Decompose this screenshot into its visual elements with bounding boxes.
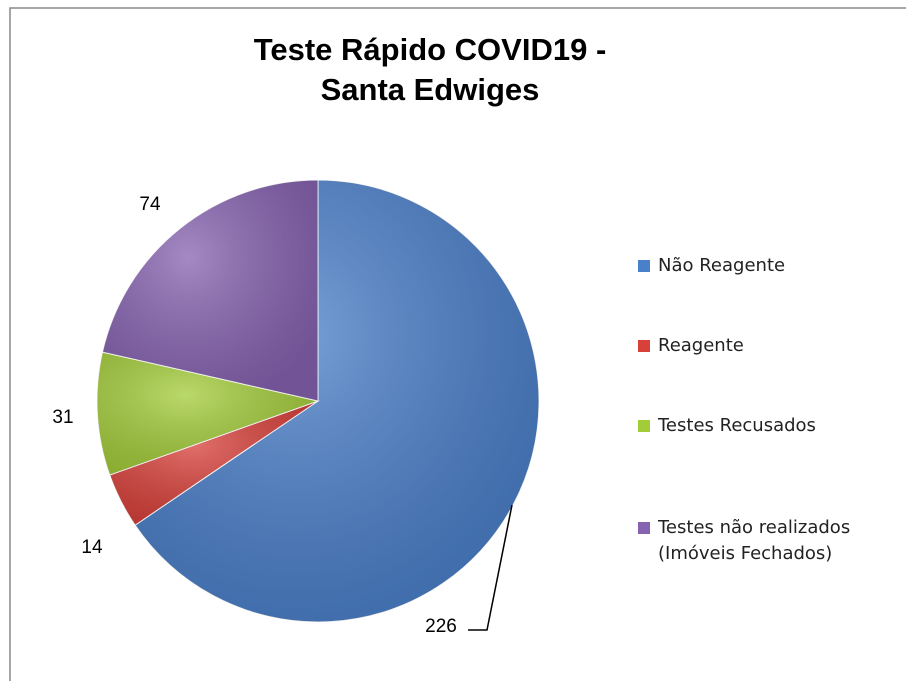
legend-item: Testes Recusados [638,413,898,439]
pie [96,179,540,623]
slice-shade [135,180,539,622]
data-label: 31 [52,407,73,428]
chart-border [9,7,906,681]
leader-line [468,504,513,631]
data-label: 74 [139,194,161,215]
legend-label: Testes Recusados [658,415,816,436]
legend-label: Testes não realizados (Imóveis Fechados) [658,517,851,564]
slice-shade [109,401,318,526]
data-label: 14 [81,537,103,558]
legend-item: Testes não realizados (Imóveis Fechados) [638,515,898,567]
slice-shade [97,352,319,476]
legend-swatch [638,522,650,534]
data-label: 226 [425,616,457,637]
legend-swatch [638,340,650,352]
legend-label: Reagente [658,335,744,356]
legend-swatch [638,260,650,272]
legend-label: Não Reagente [658,255,786,276]
chart-title: Teste Rápido COVID19 - Santa Edwiges [253,32,607,107]
legend-swatch [638,420,650,432]
slice-shade [102,180,318,401]
legend-item: Não Reagente [638,253,898,279]
legend-item: Reagente [638,333,898,359]
